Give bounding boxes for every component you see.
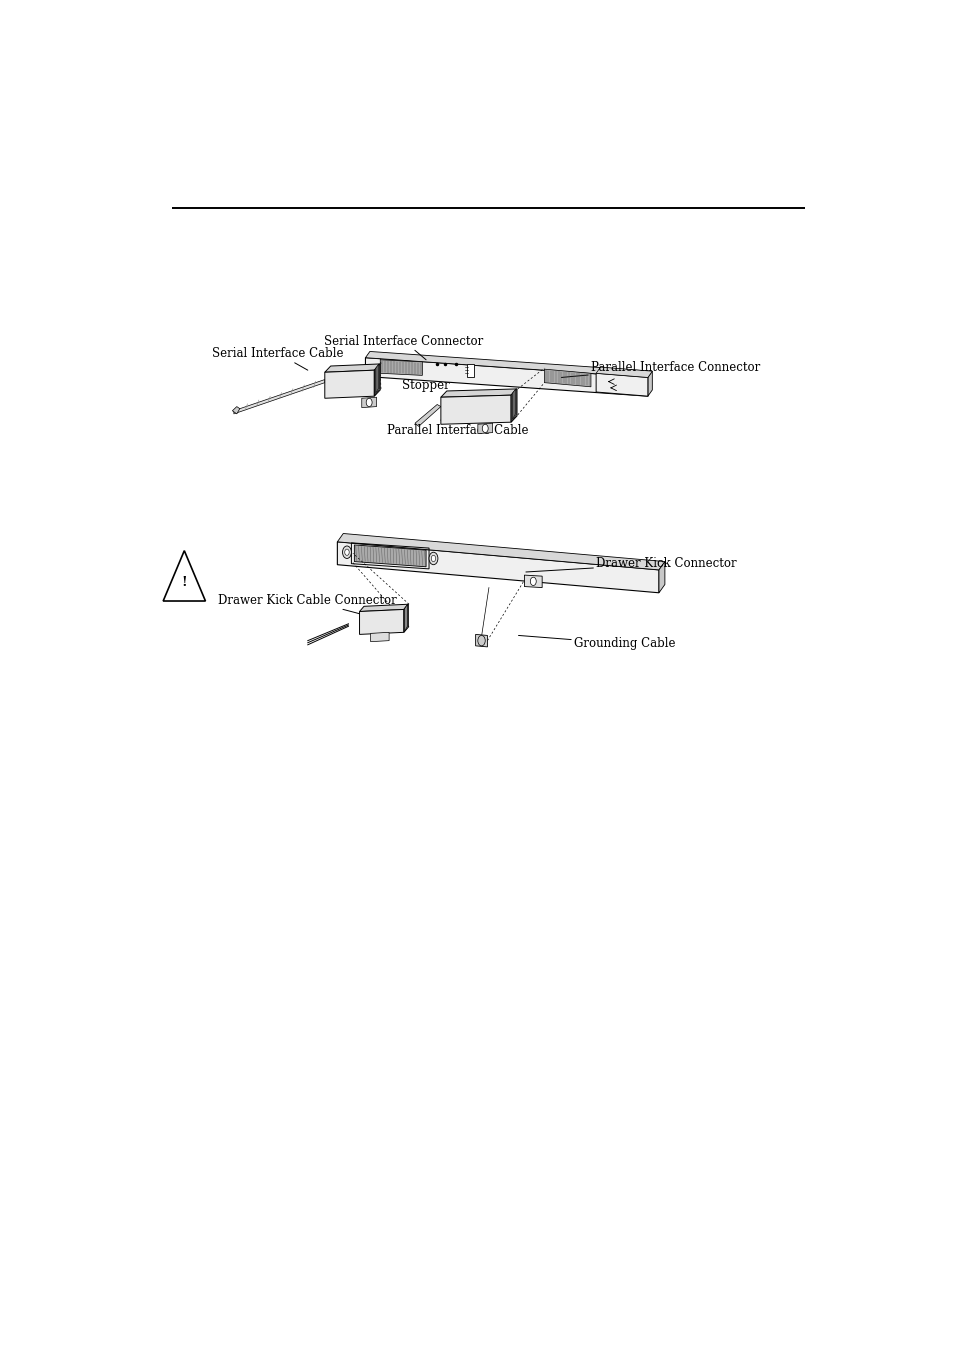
Polygon shape	[415, 404, 440, 427]
Polygon shape	[524, 576, 541, 588]
Polygon shape	[440, 389, 517, 397]
Polygon shape	[476, 635, 487, 647]
Polygon shape	[337, 542, 659, 593]
Polygon shape	[361, 397, 376, 408]
Text: Serial Interface Connector: Serial Interface Connector	[324, 335, 483, 359]
Polygon shape	[354, 544, 426, 567]
Circle shape	[530, 577, 536, 585]
Polygon shape	[659, 562, 664, 593]
Polygon shape	[365, 358, 647, 396]
Text: !: !	[181, 576, 187, 589]
Polygon shape	[324, 363, 380, 373]
Polygon shape	[512, 389, 516, 422]
Polygon shape	[477, 423, 492, 434]
Polygon shape	[370, 632, 389, 642]
Circle shape	[342, 546, 351, 558]
Polygon shape	[337, 534, 664, 570]
Polygon shape	[596, 373, 647, 396]
Text: Drawer Kick Cable Connector: Drawer Kick Cable Connector	[218, 593, 396, 616]
Circle shape	[429, 553, 437, 565]
Circle shape	[477, 635, 485, 646]
Polygon shape	[163, 551, 205, 601]
Polygon shape	[647, 372, 652, 396]
Text: Parallel Interface Cable: Parallel Interface Cable	[387, 420, 528, 436]
Polygon shape	[324, 370, 374, 399]
Polygon shape	[404, 604, 407, 631]
Polygon shape	[403, 604, 408, 632]
Circle shape	[366, 399, 372, 407]
Polygon shape	[375, 363, 379, 394]
Text: Grounding Cable: Grounding Cable	[518, 635, 675, 650]
Circle shape	[431, 555, 436, 562]
Polygon shape	[365, 351, 652, 377]
Polygon shape	[511, 389, 517, 422]
Polygon shape	[544, 369, 590, 386]
Polygon shape	[233, 380, 324, 413]
Polygon shape	[596, 367, 652, 377]
Polygon shape	[440, 394, 511, 424]
Circle shape	[344, 549, 349, 555]
Polygon shape	[374, 363, 380, 396]
Polygon shape	[380, 359, 422, 376]
Polygon shape	[359, 604, 408, 612]
Circle shape	[482, 424, 488, 432]
Polygon shape	[466, 363, 474, 377]
Polygon shape	[512, 389, 515, 419]
Text: Parallel Interface Connector: Parallel Interface Connector	[560, 361, 760, 377]
Polygon shape	[233, 407, 239, 413]
Text: Stopper: Stopper	[402, 380, 460, 393]
Text: Drawer Kick Connector: Drawer Kick Connector	[525, 557, 736, 571]
Polygon shape	[359, 609, 403, 635]
Polygon shape	[375, 363, 378, 393]
Text: Serial Interface Cable: Serial Interface Cable	[213, 347, 344, 370]
